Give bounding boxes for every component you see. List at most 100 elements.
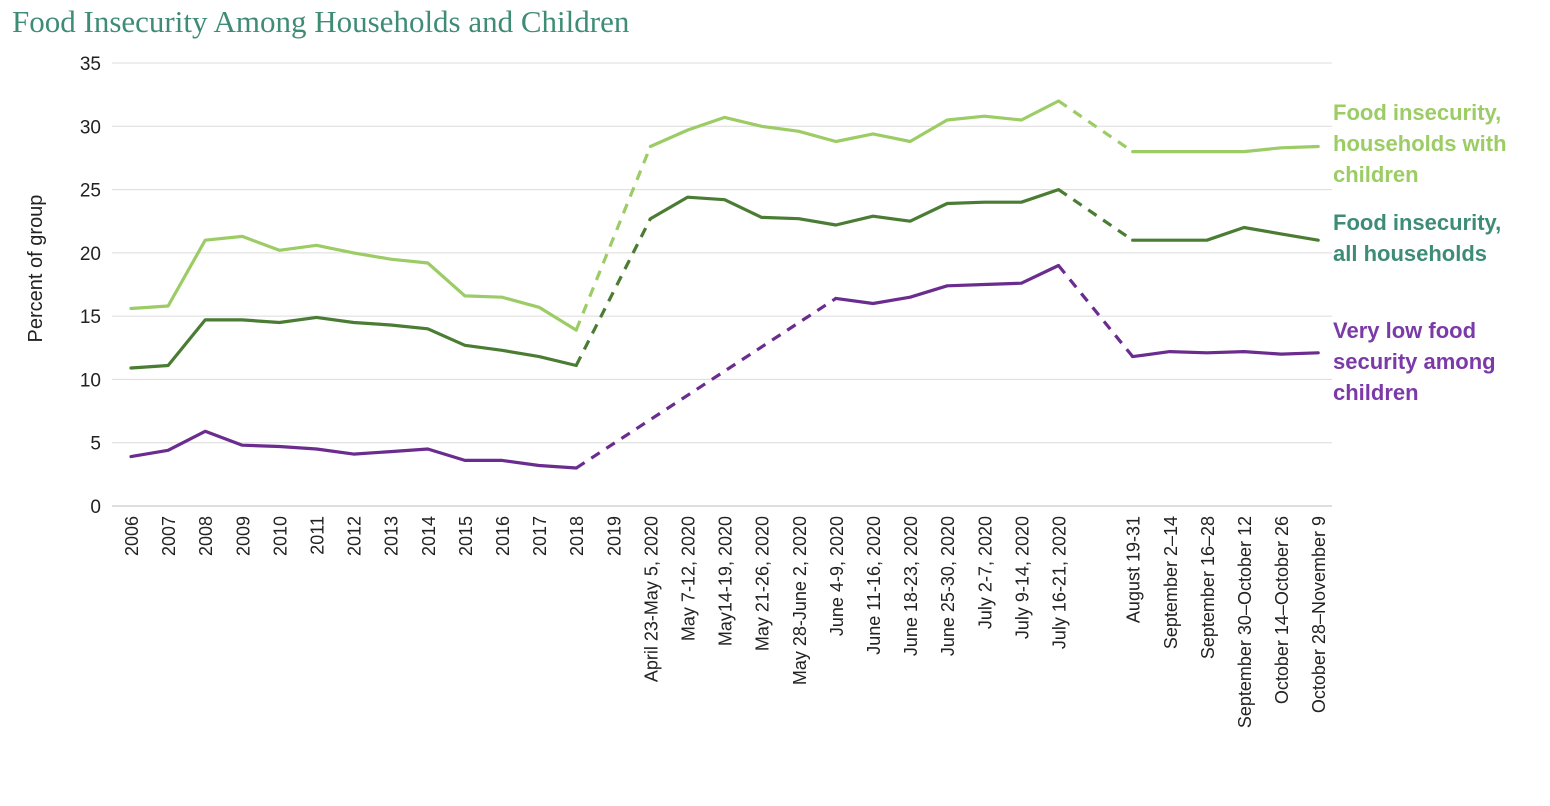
series-label: Food insecurity, households with children [1333,100,1507,187]
data-point [1131,238,1135,242]
series-line [648,188,1061,227]
data-point [277,248,281,252]
x-tick-label: 2012 [345,516,365,556]
series-line [129,315,578,370]
data-point [760,124,764,128]
x-tick-label: 2019 [604,516,624,556]
x-tick-label: 2011 [308,516,328,555]
data-point [1279,352,1283,356]
x-tick-label: June 11-16, 2020 [864,516,884,655]
data-point [1168,238,1172,242]
data-point [1316,351,1320,355]
data-point [426,327,430,331]
series-line [1131,225,1320,242]
data-point [982,200,986,204]
x-tick-label: 2014 [419,516,439,556]
data-point [352,452,356,456]
x-tick-label: June 18-23, 2020 [901,516,921,656]
data-point [240,318,244,322]
x-tick-label: July 2-7, 2020 [975,516,995,629]
data-point [908,219,912,223]
data-point [166,304,170,308]
data-point [908,139,912,143]
data-point [871,214,875,218]
data-point [1279,146,1283,150]
series-line [1131,350,1320,359]
data-point [648,217,652,221]
data-point [686,195,690,199]
data-point [723,198,727,202]
series-gap-dashed [1057,188,1134,242]
chart-title: Food Insecurity Among Households and Chi… [12,4,630,39]
x-tick-label: August 19-31 [1124,516,1144,623]
x-tick-label: 2013 [382,516,402,556]
data-point [1019,200,1023,204]
data-point [537,355,541,359]
data-point [352,251,356,255]
x-tick-label: July 16-21, 2020 [1050,516,1070,649]
y-tick-label: 30 [80,117,101,138]
data-point [574,364,578,368]
data-point [1057,188,1061,192]
data-point [1316,145,1320,149]
series-gap-dashed [1057,264,1134,358]
data-point [463,294,467,298]
y-tick-label: 10 [80,370,101,391]
data-point [760,215,764,219]
data-point [166,364,170,368]
data-point [537,305,541,309]
series-line [129,429,578,470]
series-gap-dashed [575,297,837,470]
data-point [463,343,467,347]
series-gap-dashed [574,145,652,331]
data-point [500,458,504,462]
data-point [1242,350,1246,354]
data-point [1242,226,1246,230]
series-label: Food insecurity, all households [1333,210,1501,266]
data-point [203,238,207,242]
data-point [1316,238,1320,242]
data-point [834,296,838,300]
y-axis-title: Percent of group [25,195,47,343]
data-point [463,458,467,462]
series-gap-dashed [1057,99,1134,153]
data-point [945,284,949,288]
data-point [426,447,430,451]
data-point [834,223,838,227]
x-tick-label: October 28–November 9 [1309,516,1329,713]
data-point [389,323,393,327]
data-point [686,128,690,132]
series-line [1131,144,1320,154]
data-point [389,450,393,454]
data-point [1168,150,1172,154]
data-point [945,201,949,205]
data-point [723,115,727,119]
series-line [834,263,1061,306]
series-gap-dashed [574,217,652,367]
y-tick-label: 5 [90,434,101,455]
data-point [982,114,986,118]
data-point [240,234,244,238]
data-point [1242,150,1246,154]
x-tick-label: 2010 [270,516,290,556]
x-tick-label: 2007 [159,516,179,556]
x-tick-label: May 21-26, 2020 [753,516,773,651]
data-point [1057,99,1061,103]
data-point [500,295,504,299]
data-point [1205,351,1209,355]
x-tick-label: September 16–28 [1198,516,1218,659]
data-point [1131,150,1135,154]
data-point [129,307,133,311]
data-point [1205,238,1209,242]
series-label: Very low food security among children [1333,318,1496,405]
data-point [871,132,875,136]
data-point [315,315,319,319]
series-line [648,99,1061,149]
data-point [129,366,133,370]
data-point [500,348,504,352]
data-point [1279,232,1283,236]
data-point [797,129,801,133]
y-tick-label: 15 [80,307,101,328]
data-point [648,145,652,149]
